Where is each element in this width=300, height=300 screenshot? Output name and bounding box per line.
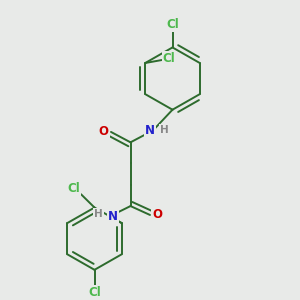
Text: H: H <box>94 209 103 219</box>
Text: H: H <box>160 125 169 136</box>
Text: Cl: Cl <box>88 286 101 299</box>
Text: O: O <box>152 208 163 221</box>
Text: Cl: Cl <box>166 18 179 31</box>
Text: N: N <box>108 210 118 223</box>
Text: Cl: Cl <box>68 182 80 195</box>
Text: O: O <box>98 125 109 138</box>
Text: N: N <box>145 124 155 137</box>
Text: Cl: Cl <box>163 52 175 65</box>
